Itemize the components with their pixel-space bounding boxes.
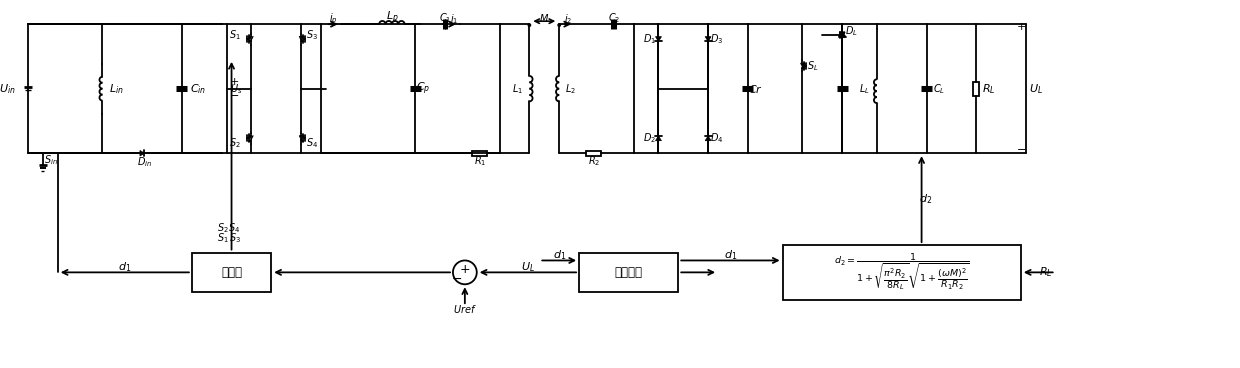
- Text: 控制器: 控制器: [221, 266, 242, 279]
- Text: $S_1$: $S_1$: [228, 28, 241, 42]
- Text: $S_4$: $S_4$: [306, 137, 319, 150]
- Text: $D_{in}$: $D_{in}$: [136, 155, 151, 169]
- Text: $d_2=\dfrac{1}{1+\sqrt{\dfrac{\pi^2 R_2}{8R_L}}\sqrt{1+\dfrac{(\omega M)^2}{R_1 : $d_2=\dfrac{1}{1+\sqrt{\dfrac{\pi^2 R_2}…: [833, 252, 970, 293]
- Text: $U_L$: $U_L$: [521, 261, 534, 274]
- Text: −: −: [1017, 145, 1027, 155]
- Bar: [472, 151, 487, 156]
- Text: −: −: [229, 91, 239, 100]
- Text: $L_L$: $L_L$: [859, 82, 870, 96]
- Polygon shape: [839, 32, 844, 38]
- Text: $C_L$: $C_L$: [934, 82, 946, 96]
- Text: $C_p$: $C_p$: [415, 81, 430, 97]
- Bar: [973, 82, 978, 96]
- Text: $S_2$: $S_2$: [228, 137, 241, 150]
- Bar: [579, 252, 678, 292]
- Text: −: −: [451, 273, 463, 286]
- Text: $R_L$: $R_L$: [982, 82, 996, 96]
- Polygon shape: [140, 151, 144, 156]
- Text: $D_L$: $D_L$: [846, 24, 858, 38]
- Text: $U_s$: $U_s$: [229, 82, 242, 96]
- Text: $d_1$: $d_1$: [724, 249, 737, 262]
- Bar: [587, 151, 601, 156]
- Text: $d_1$: $d_1$: [553, 249, 565, 262]
- Text: $C_{in}$: $C_{in}$: [190, 82, 206, 96]
- Text: $Cr$: $Cr$: [748, 83, 764, 95]
- Text: $S_3$: $S_3$: [306, 28, 317, 42]
- Text: $D_2$: $D_2$: [644, 131, 656, 145]
- Text: $S_2$: $S_2$: [217, 221, 228, 234]
- Polygon shape: [839, 32, 846, 37]
- Text: $R_L$: $R_L$: [1039, 265, 1053, 279]
- Circle shape: [558, 24, 560, 26]
- Polygon shape: [656, 136, 661, 141]
- Text: +: +: [229, 77, 239, 87]
- Text: $i_p$: $i_p$: [330, 12, 339, 26]
- Text: $i_1$: $i_1$: [450, 12, 458, 26]
- Text: $d_1$: $d_1$: [118, 261, 131, 274]
- Text: $d_2$: $d_2$: [919, 192, 932, 206]
- Text: $R_1$: $R_1$: [474, 154, 486, 168]
- Text: $S_{in}$: $S_{in}$: [45, 153, 58, 167]
- Text: $D_1$: $D_1$: [644, 32, 656, 46]
- Polygon shape: [656, 37, 661, 42]
- Text: $i_2$: $i_2$: [564, 12, 572, 26]
- Text: $S_1$: $S_1$: [217, 231, 228, 244]
- Text: $Uref$: $Uref$: [453, 303, 476, 315]
- Text: $C_2$: $C_2$: [608, 11, 620, 25]
- Polygon shape: [706, 136, 711, 141]
- Text: $L_{in}$: $L_{in}$: [109, 82, 124, 96]
- Text: $S_L$: $S_L$: [807, 59, 818, 73]
- Bar: [782, 245, 1021, 300]
- Text: $L_p$: $L_p$: [386, 10, 398, 26]
- Text: $D_3$: $D_3$: [711, 32, 723, 46]
- Text: $C_1$: $C_1$: [439, 11, 451, 25]
- Text: $M$: $M$: [539, 12, 549, 24]
- Text: $L_1$: $L_1$: [512, 82, 523, 96]
- Polygon shape: [706, 37, 711, 42]
- Bar: [192, 252, 272, 292]
- Polygon shape: [839, 32, 844, 36]
- Text: $D_4$: $D_4$: [711, 131, 724, 145]
- Text: +: +: [1017, 22, 1027, 32]
- Text: $R_2$: $R_2$: [588, 154, 600, 168]
- Text: $L_2$: $L_2$: [565, 82, 577, 96]
- Text: $S_4$: $S_4$: [228, 221, 241, 234]
- Text: $U_L$: $U_L$: [1029, 82, 1043, 96]
- Text: 无线通信: 无线通信: [615, 266, 642, 279]
- Text: $U_{in}$: $U_{in}$: [0, 82, 16, 96]
- Text: +: +: [460, 263, 470, 276]
- Text: $S_3$: $S_3$: [228, 231, 241, 244]
- Circle shape: [528, 24, 531, 26]
